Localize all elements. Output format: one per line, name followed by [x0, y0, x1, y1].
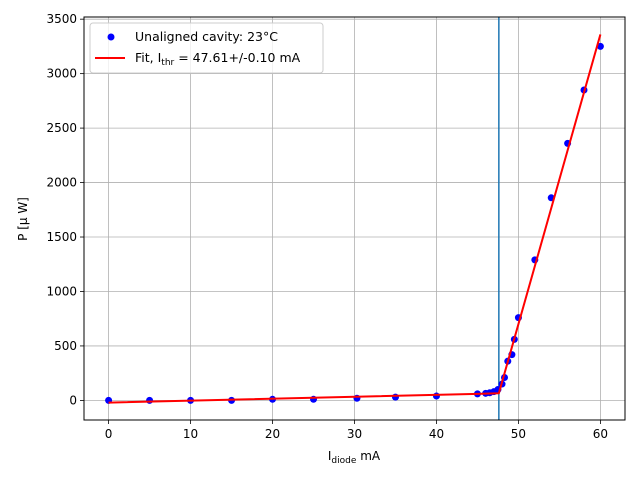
y-tick-label: 2000: [46, 176, 77, 190]
x-tick-label: 10: [183, 427, 198, 441]
x-tick-label: 0: [105, 427, 113, 441]
data-point: [146, 396, 154, 404]
data-point: [432, 392, 440, 400]
legend-fit-subscript: thr: [161, 58, 174, 68]
x-tick-label: 40: [429, 427, 444, 441]
y-tick-label: 3000: [46, 67, 77, 81]
y-tick-label: 0: [69, 393, 77, 407]
x-axis-label-subscript: diode: [331, 456, 356, 466]
x-tick-label: 20: [265, 427, 280, 441]
x-tick-label: 50: [511, 427, 526, 441]
data-layer: [105, 17, 604, 420]
legend-scatter-marker: [107, 33, 115, 41]
y-tick-label: 1000: [46, 284, 77, 298]
axis-ticks: 0 10 20 30 40 50 60 0 500 1000 1500 2000 2500 3000 350…: [46, 12, 608, 441]
y-tick-label: 3500: [46, 12, 77, 26]
fit-line: [108, 34, 602, 404]
y-tick-label: 500: [54, 339, 77, 353]
data-point: [391, 393, 399, 401]
data-point: [596, 42, 604, 50]
legend-entry-fit: Fit, Ithr = 47.61+/-0.10 mA: [135, 50, 301, 68]
legend: Unaligned cavity: 23°C Fit, Ithr = 47.61…: [89, 22, 324, 74]
y-tick-label: 2500: [46, 121, 77, 135]
y-axis-label: P [μ W]: [16, 197, 30, 241]
x-axis-label: Idiode mA: [328, 449, 381, 466]
legend-entry-scatter: Unaligned cavity: 23°C: [135, 29, 278, 44]
x-tick-label: 60: [593, 427, 608, 441]
legend-frame: [89, 22, 324, 74]
x-tick-label: 30: [347, 427, 362, 441]
y-tick-label: 1500: [46, 230, 77, 244]
